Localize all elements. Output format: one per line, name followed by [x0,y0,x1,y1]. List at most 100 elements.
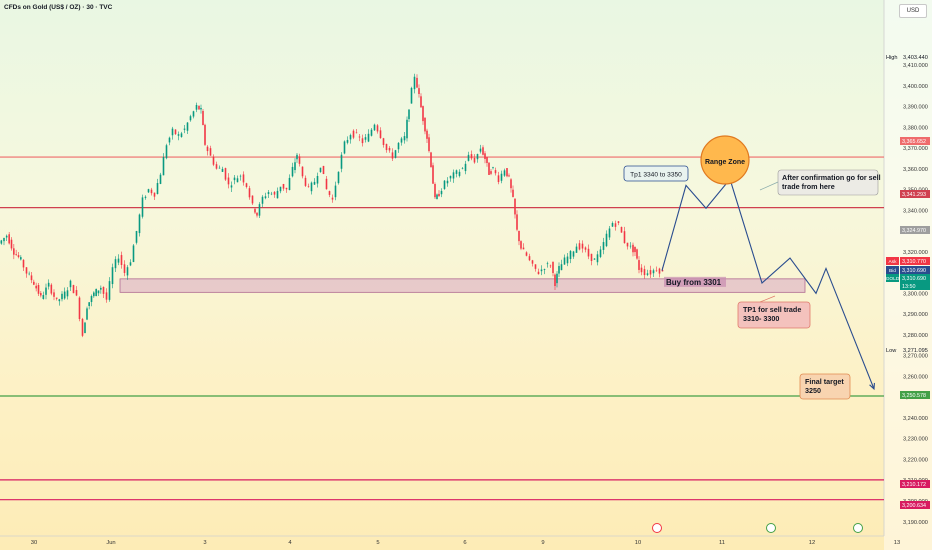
candle-body [452,172,455,179]
candle-body [572,251,575,257]
candle-body [20,257,22,260]
tp1-box [623,165,689,182]
candle-body [349,135,352,140]
candle-body [337,171,340,184]
candle-body [200,108,202,110]
candle-body [141,197,144,217]
candle-body [331,197,334,200]
candle-body [3,237,5,242]
candle-body [420,96,422,108]
candle-body [488,162,490,175]
projection-line [661,178,875,390]
candle-body [221,168,224,172]
candle-body [58,299,61,302]
candle-body [105,292,108,300]
candle-body [473,158,476,163]
candle-body [111,267,114,285]
final-target-box [799,373,851,400]
candle-body [95,288,97,297]
candle-body [522,247,525,250]
candle-body [634,246,636,253]
candle-body [500,173,503,181]
candle-body [382,138,385,145]
candle-body [569,251,572,259]
axis-badge-value: 3,365.652 [902,139,926,145]
candle-body [180,133,183,137]
candle-body [413,76,416,90]
candle-body [47,282,50,287]
tp1-label: Tp1 3340 to 3350 [630,172,682,179]
axis-badge-value: 3,310.690 [902,276,926,282]
y-tick-label: 3,220.000 [903,457,928,463]
axis-badge-bg [900,266,930,274]
candle-body [458,171,461,176]
candle-body [470,154,473,159]
axis-badge-value: 13:50 [902,284,916,290]
candle-body [66,290,69,297]
candle-body [578,243,581,250]
candle-body [636,249,638,259]
candle-body [288,177,291,191]
candle-body [370,129,373,136]
x-tick-label: 3 [203,540,206,546]
x-tick-label: Jun [106,540,115,546]
buy-label-bg [664,276,726,287]
candle-body [494,170,497,174]
candle-body [516,214,518,230]
candle-body [304,177,307,186]
candle-body [248,188,251,198]
candle-body [192,111,195,117]
candle-body [147,189,150,193]
candle-body [632,244,634,253]
candle-body [72,285,75,294]
candle-body [120,255,123,265]
candle-body [620,227,623,233]
candle-body [8,234,10,244]
candle-body [195,105,198,110]
currency-label[interactable]: USD [899,4,927,18]
candle-body [508,175,510,177]
candle-body [388,147,391,151]
y-tick-label: 3,240.000 [903,416,928,422]
candle-body [123,264,126,273]
x-tick-label: 10 [635,540,641,546]
candle-body [343,141,346,154]
candle-body [479,148,482,152]
candle-body [534,264,537,269]
candle-body [614,223,617,227]
y-tick-label: 3,190.000 [903,520,928,526]
x-tick-label: 12 [809,540,815,546]
candle-body [174,129,177,135]
candle-body [202,110,204,126]
candle-body [406,119,408,139]
candle-body [69,280,72,288]
y-tick-label: 3,380.000 [903,125,928,131]
y-tick-label: 3,400.000 [903,84,928,90]
candle-body [379,130,382,139]
candle-body [45,287,47,295]
axis-badge-value: 3,271.095 [903,348,928,354]
candle-body [575,246,578,253]
candle-body [506,168,508,177]
candle-body [476,154,479,160]
after-confirmation-label: After confirmation go for sell trade from… [782,173,881,191]
candle-body [520,241,522,249]
candle-body [397,142,400,150]
candle-body [652,270,655,274]
candle-body [426,130,428,139]
candle-body [518,230,520,242]
candle-body [307,186,310,188]
candle-body [364,137,367,140]
candle-body [593,258,596,260]
candle-body [242,174,245,183]
candle-body [186,122,189,131]
candle-body [251,195,254,204]
candle-body [224,168,227,180]
candle-body [490,171,492,174]
tp1-sell-box [737,301,811,329]
candle-body [168,137,171,143]
x-tick-label: 30 [31,540,37,546]
candle-body [319,167,322,172]
candle-body [35,285,37,289]
